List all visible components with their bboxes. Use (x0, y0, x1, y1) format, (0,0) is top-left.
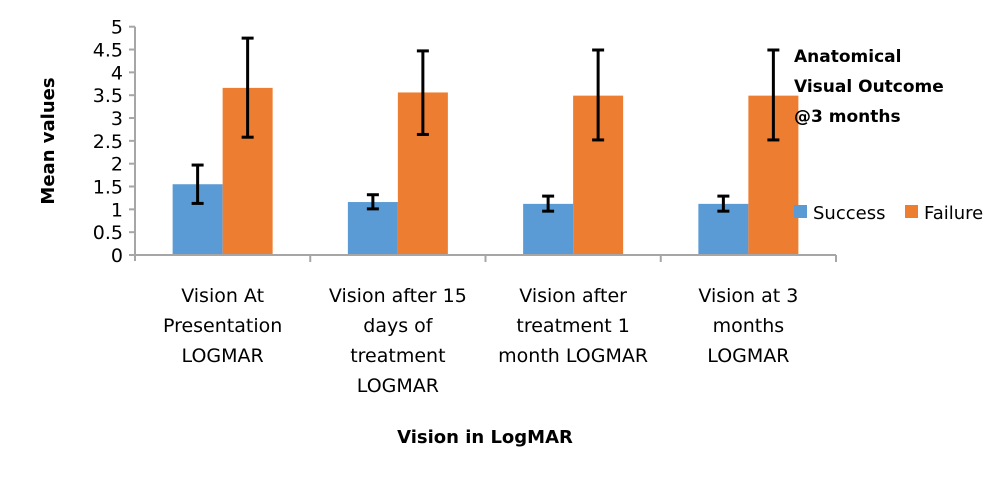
legend-swatch-success (794, 205, 807, 218)
category-label-line: Presentation (163, 315, 282, 337)
category-label: Vision after treatment 1 month LOGMAR (498, 285, 648, 367)
bar-success (347, 202, 398, 255)
x-axis-ticks (309, 255, 837, 262)
y-tick-label: 0.5 (93, 222, 123, 244)
legend: Success Failure (794, 203, 983, 224)
legend-label-success: Success (813, 203, 885, 224)
y-axis-ticks: 00.511.522.533.544.55 (93, 17, 135, 267)
category-label-line: treatment (350, 345, 445, 367)
y-tick-label: 0 (111, 245, 123, 267)
category-label-line: month LOGMAR (498, 345, 648, 367)
y-tick-label: 3 (111, 108, 123, 130)
legend-label-failure: Failure (924, 203, 983, 224)
y-tick-label: 3.5 (93, 85, 123, 107)
chart-title-line-2: Visual Outcome (794, 77, 944, 97)
y-axis-title: Mean values (38, 77, 59, 204)
y-tick-label: 5 (111, 17, 123, 39)
chart-title-line-1: Anatomical (794, 47, 901, 67)
category-label-line: treatment 1 (516, 315, 629, 337)
category-label-line: LOGMAR (182, 345, 264, 367)
y-tick-label: 2.5 (93, 131, 123, 153)
y-tick-label: 4 (111, 62, 123, 84)
category-label-line: Vision at 3 (698, 285, 798, 307)
y-tick-label: 1.5 (93, 177, 123, 199)
y-tick-label: 4.5 (93, 40, 123, 62)
category-label: Vision after 15 days of treatment LOGMAR (329, 285, 467, 397)
y-tick-label: 2 (111, 154, 123, 176)
category-label-line: months (713, 315, 785, 337)
category-label-line: days of (363, 315, 434, 337)
legend-swatch-failure (905, 205, 918, 218)
category-label-line: Vision after 15 (329, 285, 467, 307)
category-label-line: Vision after (519, 285, 627, 307)
error-bars (191, 36, 780, 213)
y-tick-label: 1 (111, 199, 123, 221)
category-label: Vision At Presentation LOGMAR (163, 285, 282, 367)
chart-title-line-3: @3 months (794, 107, 901, 127)
category-label-line: Vision At (181, 285, 264, 307)
category-label: Vision at 3 months LOGMAR (698, 285, 798, 367)
x-axis-title: Vision in LogMAR (397, 427, 573, 448)
bars (172, 87, 799, 255)
category-label-line: LOGMAR (357, 375, 439, 397)
category-label-line: LOGMAR (707, 345, 789, 367)
